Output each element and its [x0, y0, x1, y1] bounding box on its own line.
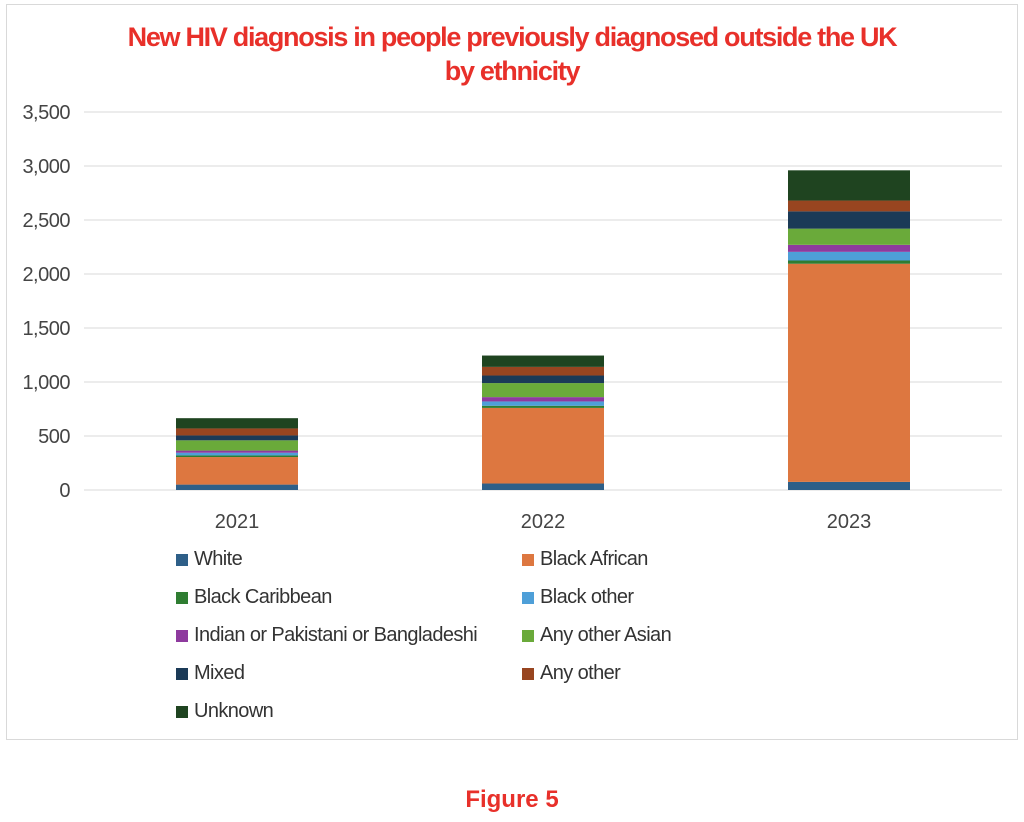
x-tick-label: 2021	[215, 511, 260, 533]
chart-title: New HIV diagnosis in people previously d…	[0, 20, 1024, 88]
legend-label: Indian or Pakistani or Bangladeshi	[194, 624, 478, 646]
legend-label: Black African	[540, 548, 648, 570]
bar-segment	[482, 366, 604, 376]
legend-label: Black Caribbean	[194, 586, 332, 608]
legend-label: Unknown	[194, 700, 274, 722]
legend-swatch	[522, 629, 534, 642]
legend-item: Any other	[522, 662, 621, 685]
legend-item: Indian or Pakistani or Bangladeshi	[176, 624, 478, 647]
legend-label: Black other	[540, 586, 634, 608]
legend-swatch	[176, 667, 188, 680]
legend-swatch	[522, 553, 534, 566]
bar-segment	[788, 228, 910, 245]
x-tick-label: 2022	[521, 511, 566, 533]
y-tick-label: 2,000	[22, 264, 70, 286]
y-tick-label: 500	[38, 426, 70, 448]
bar-segment	[788, 481, 910, 490]
y-tick-label: 3,500	[22, 102, 70, 124]
bar-segment	[482, 405, 604, 408]
legend-label: Any other	[540, 662, 621, 684]
bar-segment	[176, 457, 298, 485]
bar-segment	[788, 211, 910, 229]
legend-swatch	[176, 591, 188, 604]
bar-segment	[788, 260, 910, 264]
legend-label: Any other Asian	[540, 624, 672, 646]
legend-item: Black Caribbean	[176, 586, 332, 609]
legend-item: Any other Asian	[522, 624, 672, 647]
bar-segment	[482, 355, 604, 367]
y-tick-label: 3,000	[22, 156, 70, 178]
legend-item: Unknown	[176, 700, 274, 723]
legend-swatch	[176, 629, 188, 642]
legend-label: White	[194, 548, 243, 570]
bar-segment	[176, 418, 298, 429]
legend-label: Mixed	[194, 662, 245, 684]
bar-segment	[176, 455, 298, 458]
legend-swatch	[522, 591, 534, 604]
chart-title-line-2: by ethnicity	[444, 56, 581, 86]
bar-segment	[482, 397, 604, 402]
y-tick-label: 1,000	[22, 372, 70, 394]
legend-item: White	[176, 548, 243, 571]
figure-caption: Figure 5	[465, 786, 559, 813]
legend-swatch	[176, 705, 188, 718]
chart-title-line-1: New HIV diagnosis in people previously d…	[127, 22, 898, 52]
bar-segment	[176, 440, 298, 451]
bar-segment	[482, 375, 604, 384]
x-tick-label: 2023	[827, 511, 872, 533]
bar-segment	[482, 401, 604, 406]
bar-segment	[482, 383, 604, 398]
bar-segment	[788, 244, 910, 252]
legend-swatch	[176, 553, 188, 566]
legend-item: Black other	[522, 586, 634, 609]
bar-segment	[176, 435, 298, 441]
y-tick-label: 1,500	[22, 318, 70, 340]
bar-segment	[788, 200, 910, 212]
stacked-bar-chart: 0 500 1,000 1,500 2,000 2,500 3,000 3,500 2021 20…	[22, 102, 1002, 533]
bar-segment	[482, 407, 604, 484]
y-tick-label: 2,500	[22, 210, 70, 232]
bar-segment	[176, 450, 298, 453]
bar-segment	[176, 452, 298, 456]
bar-segment	[788, 263, 910, 482]
bar-segment	[788, 251, 910, 261]
bar-segment	[176, 484, 298, 490]
legend-item: Mixed	[176, 662, 245, 685]
bar-segment	[176, 428, 298, 436]
y-tick-label: 0	[59, 480, 70, 502]
bar-segment	[482, 483, 604, 490]
bar-segment	[788, 170, 910, 201]
legend-swatch	[522, 667, 534, 680]
legend-item: Black African	[522, 548, 648, 571]
